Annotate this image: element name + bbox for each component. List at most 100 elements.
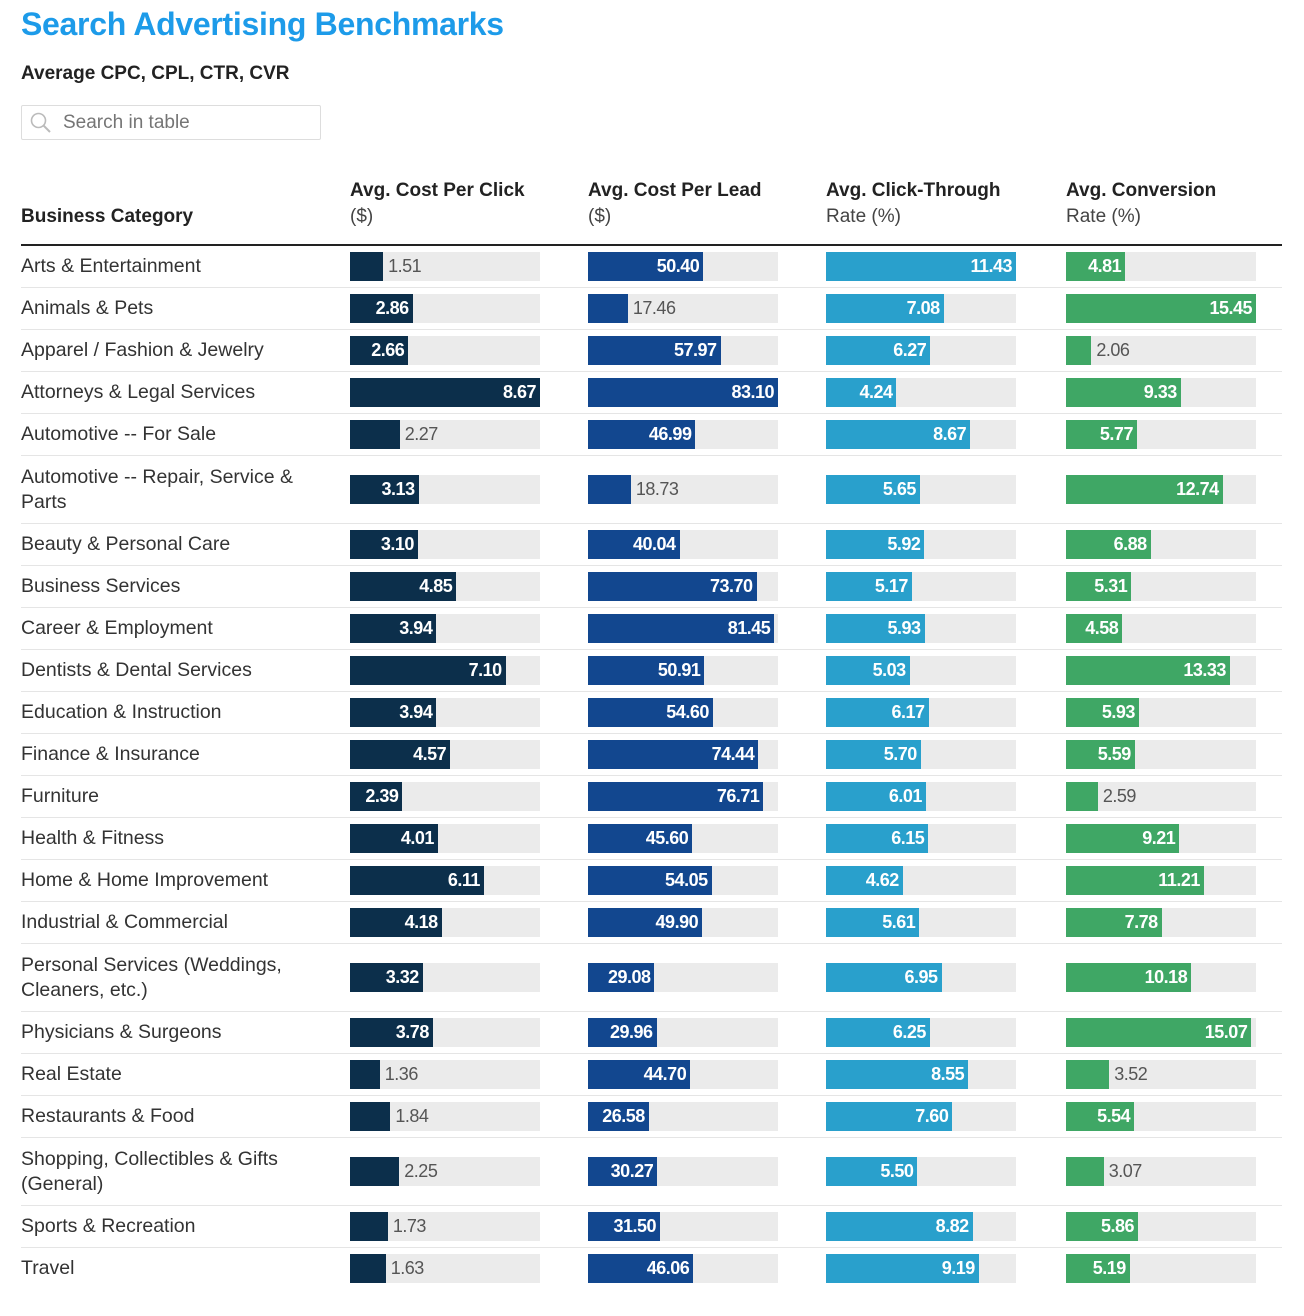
category-cell: Personal Services (Weddings, Cleaners, e…: [21, 943, 350, 1012]
column-header-metric[interactable]: Avg. Cost Per Click ($): [350, 178, 588, 246]
bar-track: 81.45: [588, 614, 778, 643]
bar-track: 5.19: [1066, 1254, 1256, 1283]
bar-value-label: 4.57: [413, 744, 447, 764]
bar-track: 6.25: [826, 1018, 1016, 1047]
bar-track: 5.03: [826, 656, 1016, 685]
metric-cell: 6.27: [826, 329, 1066, 372]
bar-value-label: 5.70: [883, 744, 918, 764]
column-header-metric[interactable]: Avg. Cost Per Lead ($): [588, 178, 826, 246]
table-row: Industrial & Commercial 4.18 49.90 5.61 7.78: [21, 901, 1282, 944]
bar: [1066, 1060, 1110, 1089]
metric-cell: 6.11: [350, 859, 588, 902]
category-cell: Education & Instruction: [21, 691, 350, 734]
bar: [350, 1060, 380, 1089]
page-title: Search Advertising Benchmarks: [21, 6, 504, 42]
bar: [588, 1102, 649, 1131]
bar-value-label: 8.67: [502, 382, 537, 402]
metric-cell: 2.66: [350, 329, 588, 372]
bar-track: 2.06: [1066, 336, 1256, 365]
bar-track: 57.97: [588, 336, 778, 365]
bar: [588, 824, 693, 853]
bar-value-label: 5.17: [874, 576, 909, 596]
bar: [826, 1060, 969, 1089]
column-header-label: Avg. Cost Per Lead: [588, 180, 762, 201]
bar-value-label: 74.44: [711, 744, 755, 764]
column-header-metric[interactable]: Avg. Conversion Rate (%): [1066, 178, 1282, 246]
bar-track: 5.65: [826, 475, 1016, 504]
column-header-label: Business Category: [21, 206, 194, 227]
bar-value-label: 45.60: [645, 828, 689, 848]
metric-cell: 8.67: [350, 371, 588, 414]
metric-cell: 73.70: [588, 565, 826, 608]
metric-cell: 17.46: [588, 287, 826, 330]
table-row: Home & Home Improvement 6.11 54.05 4.62 11.2…: [21, 859, 1282, 902]
bar-value-label: 3.07: [1108, 1161, 1143, 1181]
metric-cell: 1.51: [350, 245, 588, 288]
bar-track: 5.50: [826, 1157, 1016, 1186]
bar-value-label: 2.27: [404, 424, 439, 444]
metric-cell: 44.70: [588, 1053, 826, 1096]
bar: [826, 866, 903, 895]
bar-value-label: 49.90: [655, 912, 699, 932]
metric-cell: 6.15: [826, 817, 1066, 860]
column-header-unit: Rate (%): [826, 206, 901, 227]
bar-value-label: 5.54: [1097, 1106, 1131, 1126]
bar: [1066, 866, 1204, 895]
column-header-unit: Rate (%): [1066, 206, 1141, 227]
bar: [826, 420, 971, 449]
search-box[interactable]: [21, 105, 321, 140]
table-row: Restaurants & Food 1.84 26.58 7.60 5.54: [21, 1095, 1282, 1138]
bar-value-label: 3.94: [399, 618, 433, 638]
bar-value-label: 26.58: [602, 1106, 645, 1126]
bar-track: 29.08: [588, 963, 778, 992]
column-header-metric[interactable]: Avg. Click-Through Rate (%): [826, 178, 1066, 246]
metric-cell: 76.71: [588, 775, 826, 818]
bar-value-label: 4.01: [400, 828, 435, 848]
bar: [826, 1254, 979, 1283]
bar-track: 3.13: [350, 475, 540, 504]
bar-value-label: 5.61: [882, 912, 916, 932]
bar-track: 5.61: [826, 908, 1016, 937]
bar-value-label: 10.18: [1144, 967, 1188, 987]
metric-cell: 81.45: [588, 607, 826, 650]
bar-value-label: 4.85: [419, 576, 453, 596]
metric-cell: 1.63: [350, 1248, 588, 1290]
bar-value-label: 4.24: [859, 382, 893, 402]
bar-value-label: 31.50: [613, 1216, 657, 1236]
bar-value-label: 4.81: [1088, 256, 1122, 276]
bar-track: 8.82: [826, 1212, 1016, 1241]
metric-cell: 10.18: [1066, 943, 1282, 1012]
bar: [350, 252, 384, 281]
metric-cell: 5.59: [1066, 733, 1282, 776]
metric-cell: 1.73: [350, 1205, 588, 1248]
column-header-category[interactable]: Business Category: [21, 178, 350, 246]
bar-value-label: 2.86: [375, 298, 410, 318]
bar-value-label: 76.71: [716, 786, 760, 806]
bar-track: 5.54: [1066, 1102, 1256, 1131]
bar-value-label: 15.07: [1204, 1022, 1248, 1042]
bar: [350, 475, 419, 504]
bar-track: 3.94: [350, 614, 540, 643]
bar-track: 40.04: [588, 530, 778, 559]
bar-value-label: 13.33: [1183, 660, 1226, 680]
bar-track: 49.90: [588, 908, 778, 937]
bar-track: 11.43: [826, 252, 1016, 281]
bar-value-label: 2.66: [371, 340, 405, 360]
metric-cell: 57.97: [588, 329, 826, 372]
metric-cell: 29.96: [588, 1011, 826, 1054]
metric-cell: 5.50: [826, 1137, 1066, 1206]
search-input[interactable]: [61, 110, 305, 135]
metric-cell: 6.25: [826, 1011, 1066, 1054]
bar-track: 10.18: [1066, 963, 1256, 992]
bar: [588, 908, 703, 937]
bar: [350, 530, 418, 559]
bar-value-label: 3.10: [380, 534, 415, 554]
metric-cell: 5.70: [826, 733, 1066, 776]
bar-value-label: 7.78: [1124, 912, 1159, 932]
metric-cell: 2.59: [1066, 775, 1282, 818]
table-row: Education & Instruction 3.94 54.60 6.17 5.93: [21, 691, 1282, 734]
bar-value-label: 8.67: [933, 424, 967, 444]
bar: [1066, 294, 1256, 323]
bar-value-label: 8.55: [931, 1064, 965, 1084]
metric-cell: 3.07: [1066, 1137, 1282, 1206]
